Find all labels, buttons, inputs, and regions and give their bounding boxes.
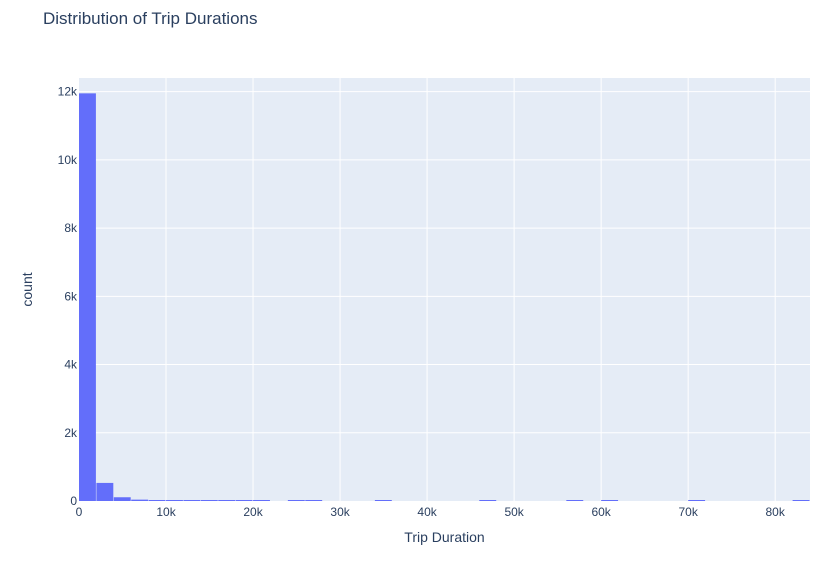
y-tick-label: 8k xyxy=(64,221,78,235)
y-tick-label: 12k xyxy=(58,85,78,99)
histogram-bar xyxy=(200,500,218,501)
x-tick-label: 0 xyxy=(76,505,83,519)
histogram-bar xyxy=(131,499,149,501)
histogram-bar xyxy=(305,500,323,501)
x-tick-label: 60k xyxy=(591,505,611,519)
histogram-bar xyxy=(96,482,114,501)
histogram-bar xyxy=(79,93,96,502)
x-tick-label: 30k xyxy=(330,505,350,519)
x-axis-title: Trip Duration xyxy=(404,529,484,545)
y-tick-label: 6k xyxy=(64,289,78,303)
y-tick-label: 0 xyxy=(70,494,77,508)
y-axis-title: count xyxy=(19,272,35,306)
histogram-bar xyxy=(253,500,270,501)
y-tick-label: 10k xyxy=(58,153,78,167)
histogram-bar xyxy=(235,500,253,501)
plot-background xyxy=(79,78,810,501)
y-tick-label: 2k xyxy=(64,426,78,440)
gridlines xyxy=(79,78,810,501)
histogram-bar xyxy=(113,497,131,501)
histogram-bar xyxy=(792,500,810,501)
x-tick-label: 10k xyxy=(156,505,176,519)
chart-title: Distribution of Trip Durations xyxy=(43,9,258,28)
histogram-bar xyxy=(287,500,305,501)
histogram-bar xyxy=(374,500,392,501)
x-tick-label: 20k xyxy=(243,505,263,519)
histogram-bar xyxy=(566,500,584,501)
histogram-bar xyxy=(218,500,236,501)
x-tick-label: 80k xyxy=(766,505,786,519)
histogram-bar xyxy=(479,500,497,501)
y-axis-ticks: 0 2k 4k 6k 8k 10k 12k xyxy=(58,85,78,508)
x-tick-label: 40k xyxy=(417,505,437,519)
x-tick-label: 70k xyxy=(678,505,698,519)
y-tick-label: 4k xyxy=(64,358,78,372)
histogram-bar xyxy=(601,500,619,501)
histogram-bars xyxy=(79,93,810,502)
histogram-bar xyxy=(166,500,183,501)
histogram-bar xyxy=(148,500,166,501)
histogram-bar xyxy=(183,500,201,501)
x-axis-ticks: 0 10k 20k 30k 40k 50k 60k 70k 80k xyxy=(76,505,786,519)
x-tick-label: 50k xyxy=(504,505,524,519)
histogram-bar xyxy=(688,500,706,501)
